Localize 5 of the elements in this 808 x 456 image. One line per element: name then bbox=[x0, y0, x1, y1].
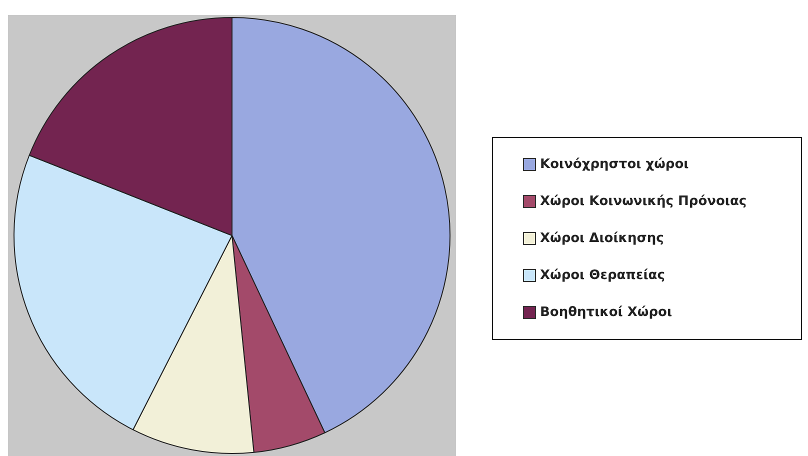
legend-label: Χώροι Κοινωνικής Πρόνοιας bbox=[540, 194, 747, 209]
legend-label: Βοηθητικοί Χώροι bbox=[540, 305, 672, 320]
legend-label: Κοινόχρηστοι χώροι bbox=[540, 157, 689, 172]
legend-label: Χώροι Θεραπείας bbox=[540, 268, 665, 283]
legend-label: Χώροι Διοίκησης bbox=[540, 231, 664, 246]
